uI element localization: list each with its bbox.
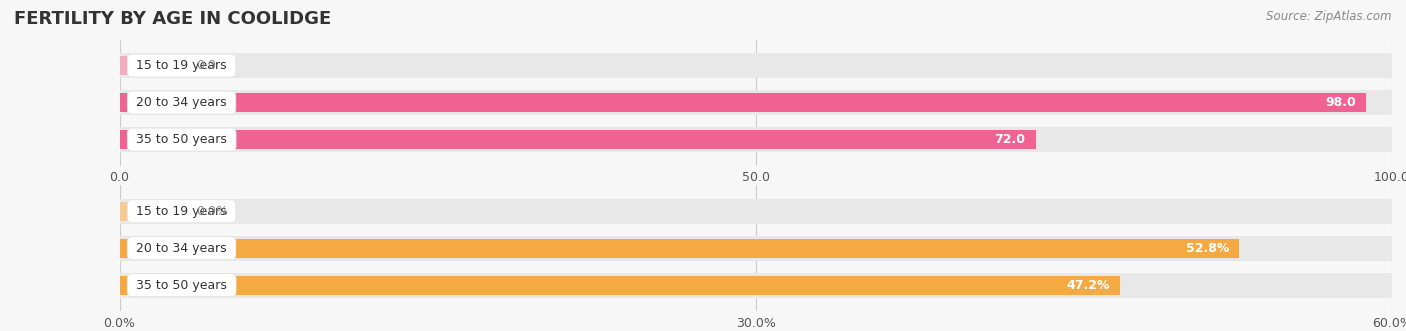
Text: 35 to 50 years: 35 to 50 years (132, 279, 231, 292)
Bar (120, 273, 1392, 298)
Bar (120, 130, 1036, 149)
Text: 0.0: 0.0 (195, 59, 217, 72)
Text: 52.8%: 52.8% (1185, 242, 1229, 255)
Text: 20 to 34 years: 20 to 34 years (132, 242, 231, 255)
Text: 15 to 19 years: 15 to 19 years (132, 59, 231, 72)
Text: 98.0: 98.0 (1326, 96, 1357, 109)
Bar (120, 127, 1392, 152)
Bar (120, 202, 152, 221)
Bar (120, 199, 1392, 224)
Text: 72.0: 72.0 (994, 133, 1025, 146)
Bar (120, 56, 152, 75)
Bar (120, 239, 1239, 258)
Bar (120, 276, 1121, 295)
Bar (120, 90, 1392, 115)
Bar (120, 93, 1367, 112)
Text: 35 to 50 years: 35 to 50 years (132, 133, 231, 146)
Text: 0.0%: 0.0% (195, 205, 228, 218)
Bar (120, 236, 1392, 261)
Text: 15 to 19 years: 15 to 19 years (132, 205, 231, 218)
Text: 47.2%: 47.2% (1067, 279, 1111, 292)
Text: Source: ZipAtlas.com: Source: ZipAtlas.com (1267, 10, 1392, 23)
Bar (120, 53, 1392, 78)
Text: 20 to 34 years: 20 to 34 years (132, 96, 231, 109)
Text: FERTILITY BY AGE IN COOLIDGE: FERTILITY BY AGE IN COOLIDGE (14, 10, 332, 28)
